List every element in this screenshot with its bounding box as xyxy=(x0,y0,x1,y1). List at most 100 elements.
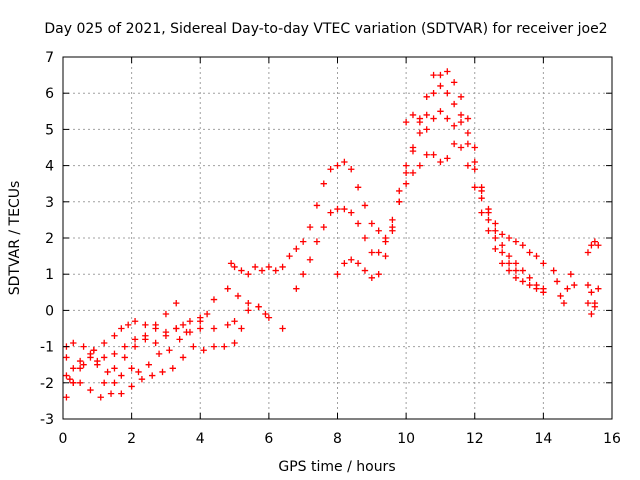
data-point xyxy=(197,325,204,332)
y-tick-label: 4 xyxy=(45,159,54,175)
data-point xyxy=(111,350,118,358)
data-point xyxy=(162,328,170,336)
x-tick-label: 8 xyxy=(333,431,342,447)
data-point xyxy=(471,166,478,173)
data-point xyxy=(293,285,300,292)
data-point xyxy=(519,267,526,274)
y-tick-label: 1 xyxy=(45,267,54,283)
data-point xyxy=(135,368,142,376)
data-point xyxy=(540,289,547,296)
data-point xyxy=(190,343,197,350)
data-point xyxy=(526,274,533,282)
data-point xyxy=(437,158,444,166)
data-point xyxy=(286,252,293,260)
data-point xyxy=(492,227,499,234)
data-point xyxy=(111,365,118,372)
data-point xyxy=(210,343,218,350)
data-point xyxy=(348,166,355,173)
data-point xyxy=(519,242,526,249)
data-point xyxy=(334,271,341,278)
data-point xyxy=(348,256,355,263)
y-tick-label: 5 xyxy=(45,122,54,138)
data-point xyxy=(354,260,362,267)
data-point xyxy=(90,347,98,354)
data-point xyxy=(145,361,152,368)
data-point xyxy=(564,285,571,292)
data-point xyxy=(591,238,599,245)
data-point xyxy=(203,310,211,318)
x-tick-label: 4 xyxy=(196,431,205,447)
data-point xyxy=(423,111,430,119)
data-point xyxy=(173,325,180,332)
data-point xyxy=(173,299,180,307)
data-point xyxy=(200,347,207,354)
data-point xyxy=(416,129,424,137)
x-tick-label: 12 xyxy=(466,431,484,447)
data-point xyxy=(512,260,520,267)
y-tick-label: 6 xyxy=(45,86,54,102)
data-point xyxy=(124,321,132,329)
data-point xyxy=(450,79,458,86)
data-point xyxy=(142,321,149,329)
data-point xyxy=(221,343,228,350)
data-point xyxy=(430,90,437,97)
data-point xyxy=(279,325,286,332)
data-point xyxy=(152,339,159,347)
data-point xyxy=(519,278,526,285)
data-point xyxy=(121,354,128,361)
x-tick-label: 6 xyxy=(264,431,273,447)
data-point xyxy=(258,267,266,274)
data-point xyxy=(272,267,279,274)
data-point xyxy=(588,242,595,249)
data-point xyxy=(197,314,204,321)
data-point xyxy=(299,271,307,278)
data-point xyxy=(375,249,382,256)
data-point xyxy=(595,285,602,292)
data-point xyxy=(450,100,458,108)
data-point xyxy=(76,379,84,386)
data-point xyxy=(430,115,437,122)
y-tick-label: -1 xyxy=(40,340,54,356)
data-point xyxy=(588,289,595,296)
data-point xyxy=(306,223,314,231)
x-axis-label: GPS time / hours xyxy=(278,459,395,475)
data-point xyxy=(111,332,118,339)
data-point xyxy=(423,93,430,101)
data-point xyxy=(457,144,465,151)
data-point xyxy=(320,180,327,187)
data-point xyxy=(485,227,492,234)
data-point xyxy=(457,118,465,126)
data-point xyxy=(87,386,94,394)
data-point xyxy=(492,245,499,253)
data-point xyxy=(512,274,520,282)
data-point xyxy=(293,245,300,253)
data-point xyxy=(118,390,125,397)
data-point xyxy=(471,158,478,166)
data-point xyxy=(118,372,125,379)
data-point xyxy=(152,325,159,332)
data-point xyxy=(265,263,273,271)
data-point xyxy=(97,394,104,401)
data-point xyxy=(505,252,513,260)
data-point xyxy=(121,343,128,350)
data-point xyxy=(478,187,485,195)
data-point xyxy=(104,368,111,376)
data-point xyxy=(368,274,376,282)
data-point xyxy=(478,194,485,202)
data-point xyxy=(526,249,533,256)
data-point xyxy=(571,281,578,289)
data-point xyxy=(533,252,540,260)
data-point xyxy=(169,365,176,372)
data-point xyxy=(567,271,575,278)
x-tick-label: 14 xyxy=(534,431,552,447)
data-point xyxy=(505,267,513,274)
data-point xyxy=(416,118,424,126)
data-point xyxy=(70,365,77,372)
data-point xyxy=(444,115,451,122)
data-point xyxy=(492,220,499,227)
y-axis-label: SDTVAR / TECUs xyxy=(7,181,23,296)
data-point xyxy=(450,122,458,129)
data-point xyxy=(100,354,108,361)
data-point xyxy=(402,180,410,187)
x-tick-label: 0 xyxy=(59,431,68,447)
